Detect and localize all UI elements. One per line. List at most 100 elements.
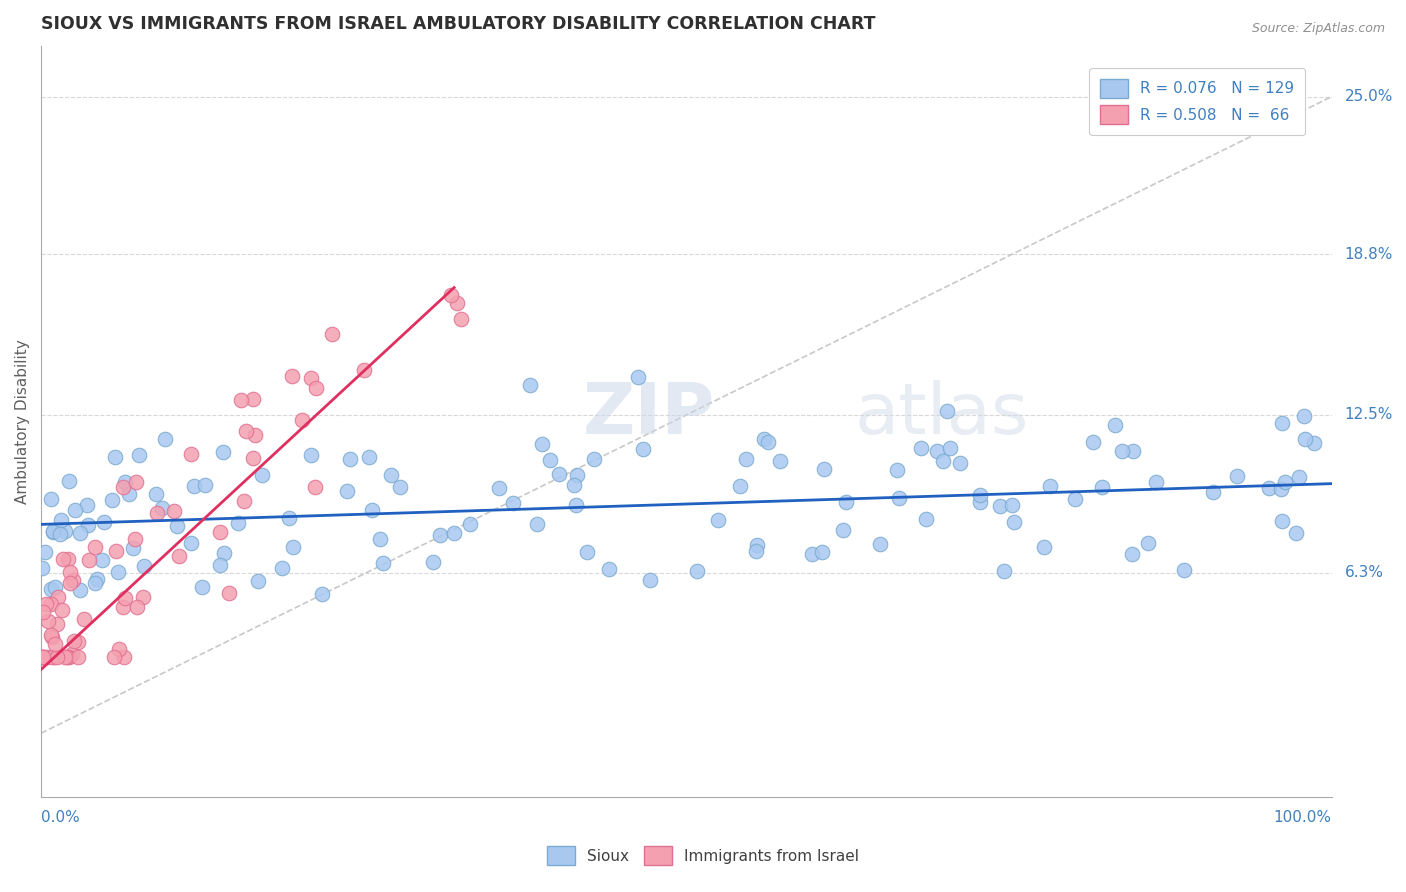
Point	[1001, 498, 1024, 512]
Point	[304, 480, 326, 494]
Point	[949, 456, 972, 470]
Point	[242, 451, 264, 466]
Point	[886, 463, 908, 477]
Point	[58, 475, 80, 489]
Point	[39, 628, 62, 642]
Point	[86, 572, 108, 586]
Point	[754, 432, 776, 446]
Point	[34, 545, 56, 559]
Point	[103, 649, 125, 664]
Point	[368, 532, 391, 546]
Point	[194, 478, 217, 492]
Point	[209, 524, 232, 539]
Legend: Sioux, Immigrants from Israel: Sioux, Immigrants from Israel	[541, 840, 865, 871]
Point	[69, 526, 91, 541]
Point	[180, 447, 202, 461]
Text: SIOUX VS IMMIGRANTS FROM ISRAEL AMBULATORY DISABILITY CORRELATION CHART: SIOUX VS IMMIGRANTS FROM ISRAEL AMBULATO…	[41, 15, 876, 33]
Point	[281, 540, 304, 554]
Point	[1302, 436, 1324, 450]
Text: Source: ZipAtlas.com: Source: ZipAtlas.com	[1251, 22, 1385, 36]
Point	[1004, 515, 1026, 529]
Point	[582, 451, 605, 466]
Point	[422, 555, 444, 569]
Text: 18.8%: 18.8%	[1344, 247, 1393, 262]
Text: 100.0%: 100.0%	[1274, 810, 1331, 824]
Point	[56, 552, 79, 566]
Point	[73, 612, 96, 626]
Point	[166, 518, 188, 533]
Point	[429, 528, 451, 542]
Point	[530, 437, 553, 451]
Point	[34, 598, 56, 612]
Point	[42, 525, 65, 540]
Point	[538, 453, 561, 467]
Point	[565, 498, 588, 512]
Point	[1271, 514, 1294, 528]
Point	[450, 312, 472, 326]
Point	[1271, 416, 1294, 430]
Text: 12.5%: 12.5%	[1344, 408, 1393, 423]
Point	[55, 649, 77, 664]
Point	[1270, 482, 1292, 496]
Point	[745, 544, 768, 558]
Point	[291, 413, 314, 427]
Point	[1173, 563, 1195, 577]
Point	[31, 649, 53, 664]
Point	[443, 526, 465, 541]
Point	[969, 494, 991, 508]
Point	[49, 513, 72, 527]
Point	[31, 561, 53, 575]
Point	[1294, 432, 1316, 446]
Point	[339, 452, 361, 467]
Point	[63, 503, 86, 517]
Point	[359, 450, 381, 464]
Point	[565, 468, 588, 483]
Point	[104, 450, 127, 464]
Point	[707, 513, 730, 527]
Point	[128, 449, 150, 463]
Point	[91, 553, 114, 567]
Point	[1226, 469, 1249, 483]
Point	[51, 603, 73, 617]
Point	[388, 480, 411, 494]
Point	[76, 498, 98, 512]
Point	[145, 487, 167, 501]
Point	[125, 475, 148, 489]
Point	[280, 368, 302, 383]
Point	[44, 637, 66, 651]
Text: 6.3%: 6.3%	[1344, 566, 1384, 581]
Point	[42, 524, 65, 538]
Point	[235, 424, 257, 438]
Point	[631, 442, 654, 456]
Point	[112, 649, 135, 664]
Point	[124, 532, 146, 546]
Point	[638, 573, 661, 587]
Point	[218, 586, 240, 600]
Point	[939, 441, 962, 455]
Point	[769, 454, 792, 468]
Point	[993, 564, 1015, 578]
Point	[299, 448, 322, 462]
Point	[373, 556, 395, 570]
Point	[114, 475, 136, 490]
Point	[728, 479, 751, 493]
Point	[321, 326, 343, 341]
Point	[1091, 480, 1114, 494]
Point	[150, 501, 173, 516]
Point	[108, 641, 131, 656]
Point	[53, 649, 76, 664]
Point	[169, 549, 191, 564]
Point	[31, 605, 53, 619]
Point	[52, 551, 75, 566]
Point	[121, 541, 143, 555]
Point	[190, 580, 212, 594]
Point	[927, 444, 949, 458]
Point	[59, 576, 82, 591]
Point	[889, 491, 911, 505]
Point	[62, 573, 84, 587]
Point	[488, 481, 510, 495]
Point	[39, 582, 62, 596]
Point	[446, 295, 468, 310]
Point	[46, 617, 69, 632]
Point	[118, 486, 141, 500]
